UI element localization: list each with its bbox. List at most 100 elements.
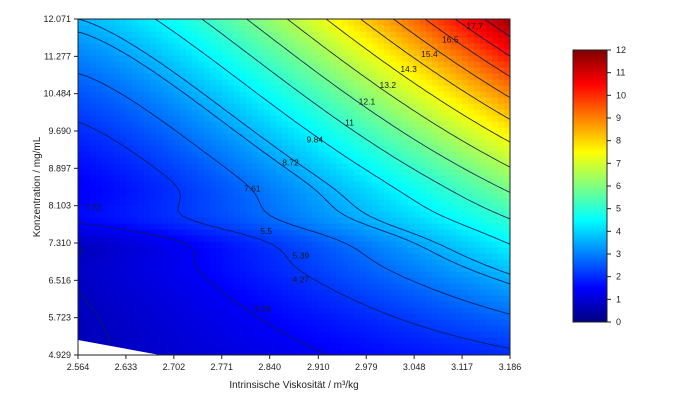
heatmap-cell [492,337,499,344]
heatmap-cell [420,43,427,50]
heatmap-cell [450,217,457,224]
heatmap-cell [228,211,235,218]
heatmap-cell [186,133,193,140]
heatmap-cell [336,61,343,68]
heatmap-cell [360,211,367,218]
heatmap-cell [234,319,241,326]
heatmap-cell [174,337,181,344]
heatmap-cell [342,253,349,260]
heatmap-cell [378,283,385,290]
heatmap-cell [108,145,115,152]
heatmap-cell [240,139,247,146]
heatmap-cell [114,313,121,320]
heatmap-cell [180,277,187,284]
heatmap-cell [504,19,510,26]
heatmap-cell [102,199,109,206]
heatmap-cell [354,337,361,344]
heatmap-cell [504,271,510,278]
heatmap-cell [90,229,97,236]
heatmap-cell [78,127,85,134]
heatmap-cell [306,211,313,218]
heatmap-cell [378,205,385,212]
heatmap-cell [300,253,307,260]
heatmap-cell [90,163,97,170]
heatmap-cell [372,157,379,164]
heatmap-cell [168,283,175,290]
heatmap-cell [384,337,391,344]
heatmap-cell [84,121,91,128]
heatmap-cell [504,259,510,266]
heatmap-cell [336,235,343,242]
heatmap-cell [126,277,133,284]
heatmap-cell [444,139,451,146]
heatmap-cell [126,151,133,158]
heatmap-cell [348,343,355,350]
heatmap-cell [480,259,487,266]
heatmap-cell [450,25,457,32]
heatmap-cell [318,211,325,218]
heatmap-cell [426,271,433,278]
heatmap-cell [474,187,481,194]
heatmap-cell [240,235,247,242]
heatmap-cell [360,163,367,170]
heatmap-cell [306,217,313,224]
heatmap-cell [222,127,229,134]
heatmap-cell [480,295,487,302]
heatmap-cell [132,145,139,152]
heatmap-cell [384,85,391,92]
heatmap-cell [168,163,175,170]
heatmap-cell [342,145,349,152]
heatmap-cell [216,49,223,56]
heatmap-cell [78,133,85,140]
heatmap-cell [108,55,115,62]
heatmap-cell [396,301,403,308]
heatmap-cell [216,259,223,266]
heatmap-cell [174,319,181,326]
heatmap-cell [150,253,157,260]
heatmap-cell [96,43,103,50]
heatmap-cell [498,295,505,302]
heatmap-cell [414,319,421,326]
heatmap-cell [504,115,510,122]
heatmap-cell [138,193,145,200]
heatmap-cell [402,259,409,266]
heatmap-cell [342,295,349,302]
heatmap-cell [450,37,457,44]
heatmap-cell [192,211,199,218]
heatmap-cell [120,103,127,110]
heatmap-cell [396,241,403,248]
heatmap-cell [258,43,265,50]
heatmap-cell [168,121,175,128]
heatmap-cell [480,79,487,86]
heatmap-cell [420,67,427,74]
heatmap-cell [270,169,277,176]
heatmap-cell [234,169,241,176]
heatmap-cell [168,247,175,254]
heatmap-cell [108,49,115,56]
heatmap-cell [168,289,175,296]
heatmap-cell [84,91,91,98]
heatmap-cell [378,145,385,152]
heatmap-cell [462,61,469,68]
heatmap-cell [156,193,163,200]
heatmap-cell [150,301,157,308]
heatmap-cell [150,313,157,320]
heatmap-cell [486,121,493,128]
heatmap-cell [192,121,199,128]
heatmap-cell [162,187,169,194]
heatmap-cell [366,217,373,224]
heatmap-cell [306,109,313,116]
heatmap-cell [276,49,283,56]
heatmap-cell [222,103,229,110]
heatmap-cell [480,61,487,68]
heatmap-cell [378,301,385,308]
heatmap-cell [102,289,109,296]
heatmap-cell [360,175,367,182]
heatmap-cell [84,139,91,146]
heatmap-cell [216,91,223,98]
heatmap-cell [234,139,241,146]
heatmap-cell [318,67,325,74]
heatmap-cell [294,97,301,104]
heatmap-cell [126,301,133,308]
heatmap-cell [498,139,505,146]
